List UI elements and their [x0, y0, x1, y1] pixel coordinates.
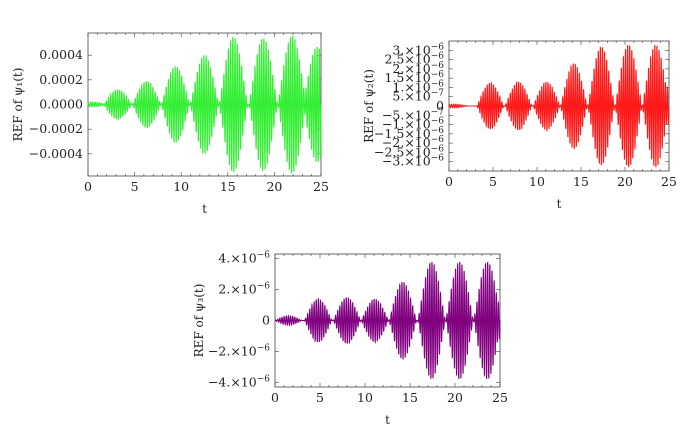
- y-tick-label: 1.5×10−6: [384, 70, 444, 85]
- x-tick-label: 25: [492, 390, 508, 405]
- y-tick-label: 1.×10−6: [392, 79, 444, 94]
- x-tick-label: 10: [529, 174, 545, 189]
- x-axis-title-psi3: t: [385, 413, 390, 427]
- x-axis-title-psi2: t: [557, 197, 562, 211]
- x-tick-label: 20: [266, 179, 282, 194]
- x-tick-label: 5: [316, 390, 324, 405]
- x-tick-label: 15: [573, 174, 589, 189]
- x-tick-label: 10: [357, 390, 373, 405]
- y-tick-label: 0.0000: [39, 97, 83, 112]
- y-tick-label: 0: [436, 98, 444, 113]
- x-tick-label: 15: [402, 390, 418, 405]
- x-tick-label: 20: [617, 174, 633, 189]
- series-line-psi1: [87, 35, 322, 174]
- x-tick-label: 0: [445, 174, 453, 189]
- y-tick-label: −2.×10−6: [208, 343, 270, 358]
- y-tick-label: −2.×10−6: [382, 135, 444, 150]
- y-axis-title-psi3: REF of ψ₃(t): [192, 284, 206, 358]
- y-tick-label: −1.×10−6: [382, 117, 444, 132]
- y-tick-label: 0: [262, 313, 270, 328]
- y-tick-label: 0.0002: [39, 72, 83, 87]
- x-tick-label: 5: [131, 179, 139, 194]
- x-tick-label: 15: [220, 179, 236, 194]
- y-tick-label: 4.×10−6: [218, 251, 270, 266]
- x-tick-label: 0: [84, 179, 92, 194]
- series-line-psi2: [448, 45, 670, 168]
- plot-psi3: 0 5 10 15 20 25 −4.×10−6 −2.×10−6 0 2.×10−6 4.×10−…: [192, 251, 508, 427]
- y-tick-label: −3.×10−6: [382, 154, 444, 169]
- y-tick-label: 2.×10−6: [218, 282, 270, 297]
- x-tick-label: 5: [489, 174, 497, 189]
- y-tick-label: 2.×10−6: [392, 61, 444, 76]
- x-tick-label: 20: [447, 390, 463, 405]
- y-axis-title-psi1: REF of ψ₁(t): [11, 68, 25, 142]
- y-tick-label: 2.5×10−6: [384, 52, 444, 67]
- y-tick-label: −1.5×10−6: [374, 126, 444, 141]
- y-tick-label: 0.0004: [39, 47, 83, 62]
- x-tick-label: 25: [661, 174, 677, 189]
- plot-psi2: 0 5 10 15 20 25 −3.×10−6−2.5×10−6−2.×10−6−1.5×…: [362, 40, 677, 211]
- series-line-psi3: [274, 261, 501, 379]
- plot-psi1: 0 5 10 15 20 25 −0.0004 −0.0002 0.0000 0.0002 0.00…: [11, 32, 329, 216]
- x-tick-label: 10: [173, 179, 189, 194]
- y-tick-label: 3.×10−6: [392, 42, 444, 57]
- x-tick-label: 25: [313, 179, 329, 194]
- x-axis-title-psi1: t: [202, 202, 207, 216]
- y-tick-label: −0.0004: [29, 146, 83, 161]
- y-axis-title-psi2: REF of ψ₂(t): [362, 69, 376, 143]
- y-tick-label: −5.×10−7: [382, 107, 444, 122]
- y-tick-label: −0.0002: [29, 121, 83, 136]
- x-tick-label: 0: [271, 390, 279, 405]
- y-tick-label: −4.×10−6: [208, 374, 270, 389]
- y-tick-label: 5.×10−7: [392, 89, 444, 104]
- y-tick-label: −2.5×10−6: [374, 144, 444, 159]
